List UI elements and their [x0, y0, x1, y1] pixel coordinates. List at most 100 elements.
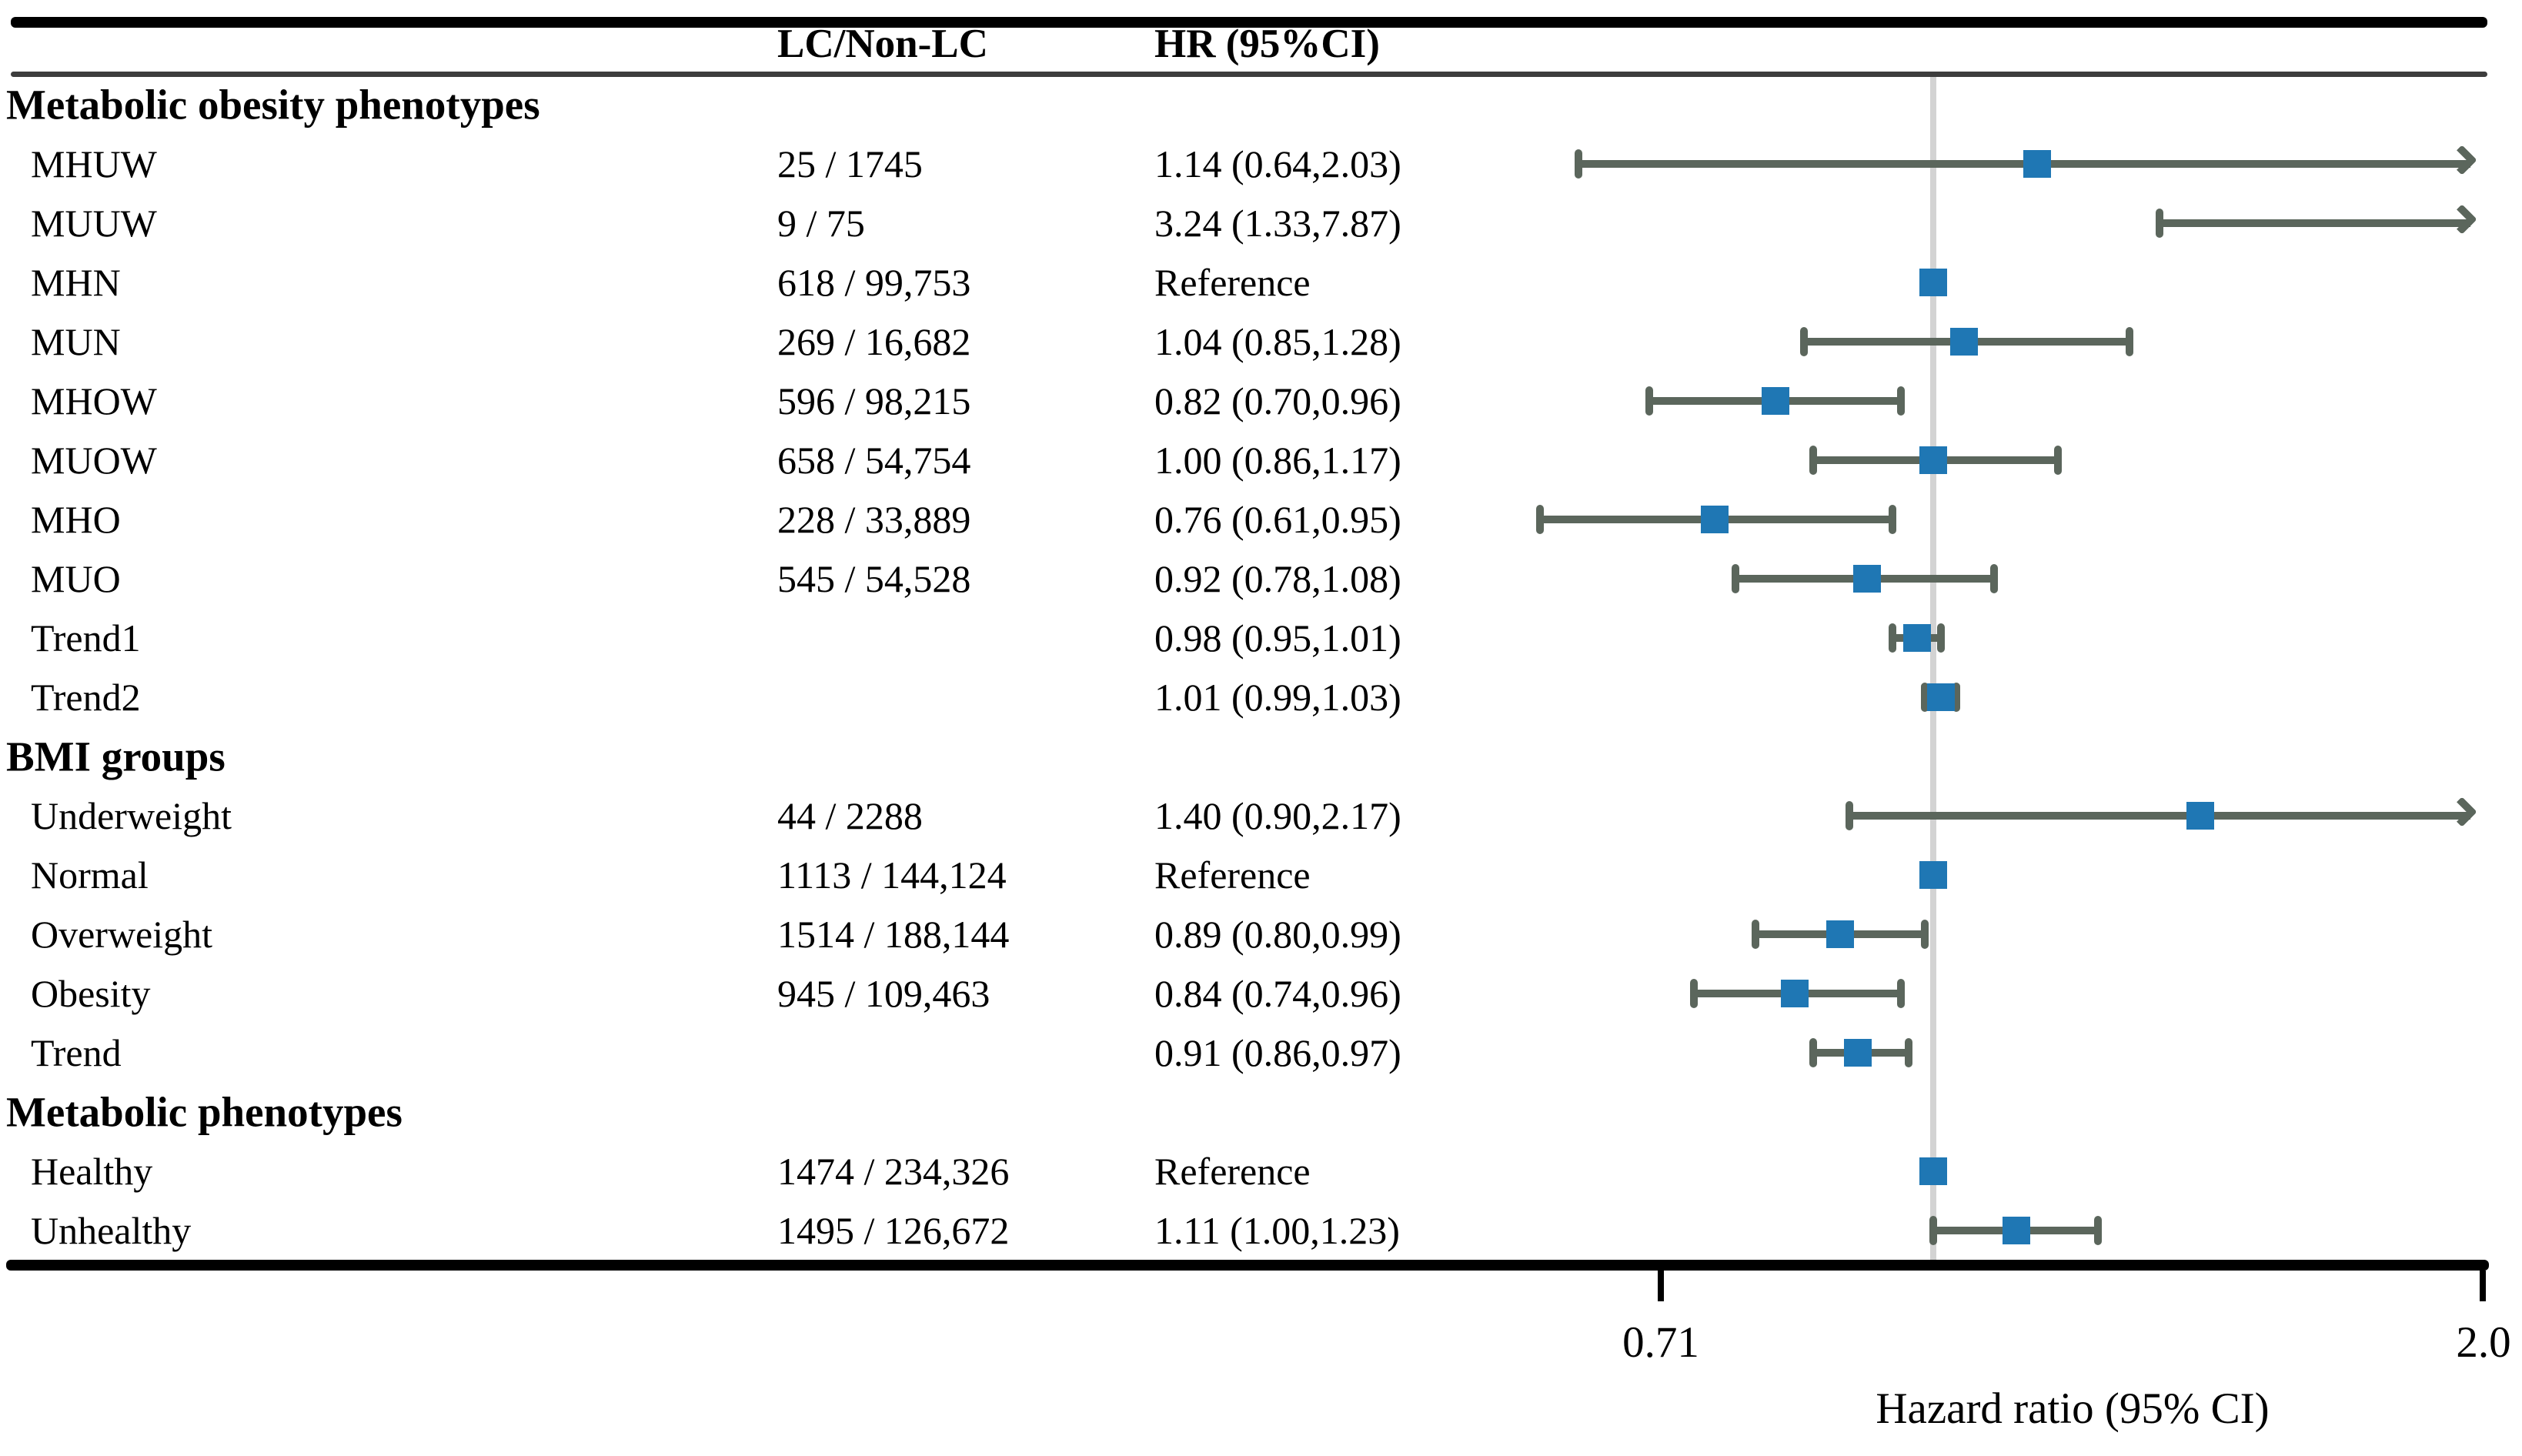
column-header-hr: HR (95%CI): [1154, 22, 1380, 66]
row-label: MUN: [31, 320, 121, 363]
ci-cap-left: [1574, 149, 1582, 179]
row-label: Trend1: [31, 616, 141, 660]
row-counts: 945 / 109,463: [777, 972, 990, 1015]
row-counts: 596 / 98,215: [777, 379, 971, 422]
ci-cap-right: [1952, 683, 1961, 712]
ci-cap-left: [1645, 386, 1654, 416]
ci-cap-left: [1921, 683, 1929, 712]
table-row: Trend1 0.98 (0.95,1.01): [0, 609, 2522, 668]
row-label: Trend2: [31, 676, 141, 719]
row-hr-text: 0.98 (0.95,1.01): [1154, 616, 1401, 660]
table-row: Unhealthy 1495 / 126,672 1.11 (1.00,1.23): [0, 1201, 2522, 1261]
ci-cap-right: [1921, 920, 1929, 949]
row-label: Obesity: [31, 972, 151, 1015]
hr-point-marker: [1950, 328, 1979, 356]
row-hr-text: 0.89 (0.80,0.99): [1154, 913, 1401, 956]
section-row: BMI groups: [0, 727, 2522, 786]
hr-point-marker: [2002, 1217, 2030, 1244]
axis-tick-label-right: 2.0: [2456, 1318, 2511, 1367]
column-header-counts: LC/Non-LC: [777, 22, 988, 66]
row-label: MUUW: [31, 202, 157, 245]
hr-point-marker: [1919, 1157, 1947, 1185]
hr-point-marker: [1844, 1039, 1872, 1067]
ci-cap-right: [1905, 1038, 1913, 1067]
row-label: Trend: [31, 1031, 122, 1074]
row-label: Healthy: [31, 1150, 153, 1193]
hr-point-marker: [1919, 861, 1947, 889]
ci-cap-left: [1929, 1216, 1937, 1245]
ci-cap-left: [1888, 623, 1896, 653]
row-counts: 618 / 99,753: [777, 261, 971, 304]
row-hr-text: 0.82 (0.70,0.96): [1154, 379, 1401, 422]
row-counts: 545 / 54,528: [777, 557, 971, 600]
row-counts: 44 / 2288: [777, 794, 923, 837]
table-row: MUOW 658 / 54,754 1.00 (0.86,1.17): [0, 431, 2522, 490]
reference-line: [1930, 77, 1936, 1260]
header-rule: [11, 72, 2487, 77]
row-hr-text: Reference: [1154, 261, 1311, 304]
row-label: Normal: [31, 853, 149, 897]
row-hr-text: 1.01 (0.99,1.03): [1154, 676, 1401, 719]
ci-cap-left: [1809, 1038, 1818, 1067]
ci-cap-left: [1809, 446, 1818, 475]
axis-tick-label-left: 0.71: [1622, 1318, 1699, 1367]
ci-cap-right: [1990, 564, 1999, 593]
ci-cap-right: [1896, 979, 1905, 1008]
row-counts: 1474 / 234,326: [777, 1150, 1010, 1193]
top-rule: [11, 17, 2487, 28]
table-row: Healthy 1474 / 234,326 Reference: [0, 1142, 2522, 1201]
row-hr-text: 0.91 (0.86,0.97): [1154, 1031, 1401, 1074]
row-label: Metabolic obesity phenotypes: [6, 81, 540, 129]
row-label: Underweight: [31, 794, 232, 837]
row-counts: 658 / 54,754: [777, 439, 971, 482]
ci-line: [2160, 219, 2470, 227]
hr-point-marker: [1761, 387, 1789, 415]
axis-line: [6, 1260, 2489, 1271]
ci-cap-left: [1799, 327, 1808, 356]
hr-point-marker: [1927, 683, 1956, 711]
row-hr-text: 0.84 (0.74,0.96): [1154, 972, 1401, 1015]
row-label: BMI groups: [6, 733, 225, 780]
row-hr-text: Reference: [1154, 1150, 1311, 1193]
table-row: Obesity 945 / 109,463 0.84 (0.74,0.96): [0, 964, 2522, 1024]
table-row: Overweight 1514 / 188,144 0.89 (0.80,0.99): [0, 905, 2522, 964]
table-row: MHN 618 / 99,753 Reference: [0, 253, 2522, 312]
table-row: MUO 545 / 54,528 0.92 (0.78,1.08): [0, 549, 2522, 609]
row-counts: 228 / 33,889: [777, 498, 971, 541]
ci-cap-left: [1536, 505, 1545, 534]
table-row: MUN 269 / 16,682 1.04 (0.85,1.28): [0, 312, 2522, 372]
ci-cap-left: [1689, 979, 1698, 1008]
hr-point-marker: [1701, 506, 1729, 533]
hr-point-marker: [1826, 920, 1855, 948]
ci-cap-right: [1896, 386, 1905, 416]
row-counts: 9 / 75: [777, 202, 865, 245]
row-counts: 25 / 1745: [777, 142, 923, 185]
table-row: MHUW 25 / 1745 1.14 (0.64,2.03): [0, 135, 2522, 194]
axis-title: Hazard ratio (95% CI): [1876, 1384, 2270, 1433]
ci-cap-right: [1888, 505, 1896, 534]
row-hr-text: 1.40 (0.90,2.17): [1154, 794, 1401, 837]
hr-point-marker: [2023, 150, 2052, 178]
ci-cap-left: [1752, 920, 1760, 949]
row-hr-text: 1.11 (1.00,1.23): [1154, 1209, 1400, 1252]
ci-cap-left: [1732, 564, 1740, 593]
table-row: MUUW 9 / 75 3.24 (1.33,7.87): [0, 194, 2522, 253]
row-counts: 1113 / 144,124: [777, 853, 1007, 897]
ci-cap-right: [1937, 623, 1946, 653]
ci-cap-left: [2156, 209, 2164, 238]
row-counts: 269 / 16,682: [777, 320, 971, 363]
row-label: MHN: [31, 261, 121, 304]
row-label: Unhealthy: [31, 1209, 192, 1252]
row-counts: 1514 / 188,144: [777, 913, 1010, 956]
axis-tick-left: [1658, 1271, 1664, 1301]
row-hr-text: Reference: [1154, 853, 1311, 897]
hr-point-marker: [1780, 980, 1809, 1007]
table-row: Trend 0.91 (0.86,0.97): [0, 1024, 2522, 1083]
row-label: MHUW: [31, 142, 157, 185]
section-row: Metabolic obesity phenotypes: [0, 75, 2522, 135]
section-row: Metabolic phenotypes: [0, 1083, 2522, 1142]
row-label: MHOW: [31, 379, 157, 422]
hr-point-marker: [2186, 802, 2215, 830]
table-row: MHOW 596 / 98,215 0.82 (0.70,0.96): [0, 372, 2522, 431]
